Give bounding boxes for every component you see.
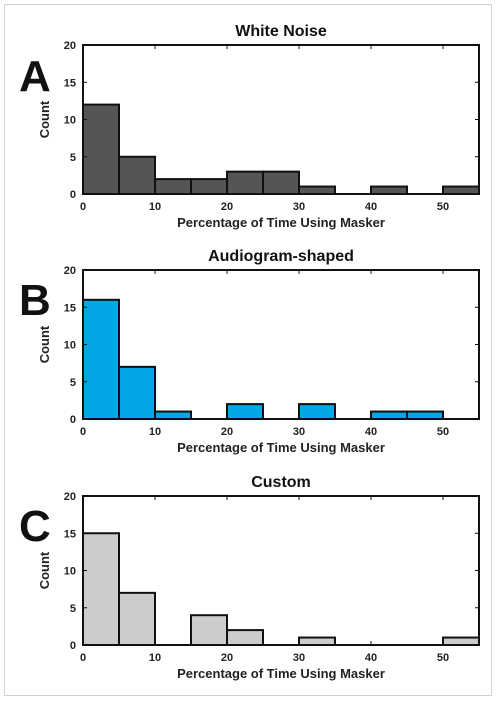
x-tick-label: 50 (437, 426, 449, 438)
y-axis-label: Count (37, 100, 52, 138)
panel-letter: A (19, 52, 51, 101)
histogram-bar (118, 155, 156, 195)
histogram-bar (154, 178, 192, 196)
histogram-bar (442, 636, 480, 646)
histogram-bar (442, 185, 480, 196)
x-tick-label: 0 (80, 426, 86, 438)
panel-letter: B (19, 276, 51, 325)
y-tick-label: 5 (70, 603, 76, 615)
y-tick-label: 0 (70, 189, 76, 201)
histogram-bar (226, 403, 264, 421)
panel-letter: C (19, 502, 51, 551)
x-tick-label: 40 (365, 652, 377, 664)
histogram-bar (226, 629, 264, 646)
x-tick-label: 40 (365, 426, 377, 438)
x-tick-label: 10 (149, 426, 161, 438)
histogram-bar (298, 185, 336, 196)
chart-panel-b: B Audiogram-shaped 0 10 20 30 40 50 0 5 10 15 20 Perc… (19, 248, 480, 455)
y-tick-label: 15 (64, 302, 76, 314)
x-tick-label: 50 (437, 652, 449, 664)
histogram-bar (82, 532, 120, 646)
chart-title: Custom (251, 474, 311, 491)
x-tick-label: 20 (221, 652, 233, 664)
y-tick-label: 20 (64, 40, 76, 52)
chart-panel-c: C Custom 0 10 20 30 40 50 0 5 10 15 20 Percentage of … (19, 474, 480, 681)
histogram-bar (190, 178, 228, 196)
histogram-bar (370, 410, 408, 420)
histogram-bar (154, 410, 192, 420)
histogram-bar (406, 410, 444, 420)
x-axis-label: Percentage of Time Using Masker (177, 215, 385, 230)
x-tick-label: 20 (221, 201, 233, 213)
x-tick-label: 50 (437, 201, 449, 213)
y-tick-label: 5 (70, 152, 76, 164)
y-tick-label: 20 (64, 265, 76, 277)
chart-title: Audiogram-shaped (208, 248, 354, 265)
chart-title: White Noise (235, 23, 327, 40)
histogram-bar (82, 298, 120, 420)
y-tick-label: 15 (64, 77, 76, 89)
histogram-bar (262, 170, 300, 195)
x-axis-label: Percentage of Time Using Masker (177, 666, 385, 681)
histogram-bar (190, 614, 228, 647)
x-tick-label: 10 (149, 652, 161, 664)
histogram-bar (298, 636, 336, 646)
y-tick-label: 10 (64, 340, 76, 352)
histogram-bar (118, 365, 156, 421)
x-tick-label: 30 (293, 426, 305, 438)
y-tick-label: 10 (64, 115, 76, 127)
y-tick-label: 5 (70, 377, 76, 389)
y-tick-label: 15 (64, 528, 76, 540)
y-tick-label: 0 (70, 640, 76, 652)
x-tick-label: 30 (293, 201, 305, 213)
y-axis-label: Count (37, 551, 52, 589)
x-tick-label: 0 (80, 201, 86, 213)
x-axis-label: Percentage of Time Using Masker (177, 440, 385, 455)
histogram-bar (298, 403, 336, 421)
histogram-bar (118, 591, 156, 646)
y-axis-label: Count (37, 325, 52, 363)
figure: A White Noise 0 10 20 30 40 50 0 5 10 15 20 Percentag… (4, 4, 492, 696)
histogram-bar (226, 170, 264, 195)
y-tick-label: 10 (64, 566, 76, 578)
x-tick-label: 40 (365, 201, 377, 213)
y-tick-label: 0 (70, 414, 76, 426)
x-tick-label: 10 (149, 201, 161, 213)
histogram-bar (82, 103, 120, 195)
x-tick-label: 0 (80, 652, 86, 664)
histogram-bar (370, 185, 408, 196)
chart-panel-a: A White Noise 0 10 20 30 40 50 0 5 10 15 20 Percentag… (19, 23, 480, 230)
x-tick-label: 30 (293, 652, 305, 664)
x-tick-label: 20 (221, 426, 233, 438)
y-tick-label: 20 (64, 491, 76, 503)
